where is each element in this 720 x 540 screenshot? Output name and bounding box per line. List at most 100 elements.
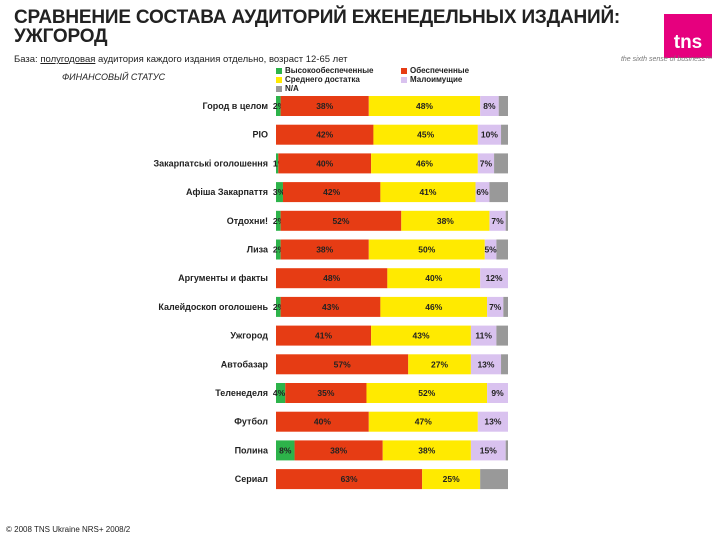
bar-segment-na bbox=[496, 239, 508, 260]
bar-segment-na bbox=[503, 296, 508, 317]
data-label: 2% bbox=[273, 245, 286, 255]
legend-item-high: Высокообеспеченные bbox=[276, 66, 373, 75]
category-label: Ужгород bbox=[230, 331, 268, 341]
category-label: Сериал bbox=[235, 474, 269, 484]
data-label: 43% bbox=[412, 331, 429, 341]
bar-segment-low bbox=[489, 210, 506, 231]
bar-segment-middle bbox=[401, 210, 490, 231]
bar-segment-secured bbox=[278, 153, 372, 174]
legend-label-na: N/A bbox=[285, 84, 299, 93]
data-label: 50% bbox=[418, 245, 435, 255]
category-label: Город в целом bbox=[203, 101, 269, 111]
data-label: 7% bbox=[489, 302, 502, 312]
bar-segment-middle bbox=[368, 411, 478, 432]
bar-segment-middle bbox=[368, 96, 481, 116]
bar-segment-high bbox=[276, 239, 281, 260]
bar-segment-secured bbox=[276, 124, 374, 145]
category-label: Лиза bbox=[247, 245, 269, 255]
data-label: 38% bbox=[437, 216, 454, 226]
data-label: 8% bbox=[483, 101, 496, 111]
data-label: 8% bbox=[279, 445, 292, 455]
data-label: 46% bbox=[416, 158, 433, 168]
data-label: 12% bbox=[486, 273, 503, 283]
legend-item-secured: Обеспеченные bbox=[401, 66, 469, 75]
bar-segment-na bbox=[505, 210, 508, 231]
category-label: Закарпатські оголошення bbox=[153, 158, 268, 168]
data-label: 42% bbox=[323, 187, 340, 197]
legend-swatch-high bbox=[276, 67, 282, 74]
base-note: База: полугодовая аудитория каждого изда… bbox=[14, 54, 348, 65]
bar-segment-low bbox=[477, 124, 502, 145]
bar-segment-high bbox=[276, 182, 283, 203]
legend-item-middle: Среднего достатка bbox=[276, 75, 360, 84]
data-label: 25% bbox=[443, 474, 460, 484]
bar-segment-middle bbox=[371, 325, 471, 346]
bar-segment-secured bbox=[276, 411, 369, 432]
bar-segment-middle bbox=[387, 268, 481, 289]
data-label: 15% bbox=[480, 445, 497, 455]
data-label: 46% bbox=[425, 302, 442, 312]
data-label: 2% bbox=[273, 101, 286, 111]
data-label: 7% bbox=[480, 158, 493, 168]
category-label: Афіша Закарпаття bbox=[186, 187, 268, 197]
data-label: 6% bbox=[476, 187, 489, 197]
data-label: 43% bbox=[322, 302, 339, 312]
legend-swatch-secured bbox=[401, 67, 407, 74]
data-label: 13% bbox=[484, 417, 501, 427]
bar-segment-high bbox=[276, 153, 279, 174]
bar-segment-na bbox=[496, 325, 508, 346]
category-label: Калейдоскоп оголошень bbox=[158, 302, 268, 312]
bar-segment-high bbox=[276, 296, 281, 317]
base-prefix: База: bbox=[14, 54, 38, 65]
data-label: 3% bbox=[273, 187, 286, 197]
legend-label-secured: Обеспеченные bbox=[410, 66, 470, 75]
bar-segment-low bbox=[480, 96, 499, 116]
category-label: Аргументы и факты bbox=[178, 273, 268, 283]
data-label: 45% bbox=[417, 130, 434, 140]
bar-segment-low bbox=[487, 383, 508, 403]
bar-segment-high bbox=[276, 96, 281, 116]
bar-segment-low bbox=[470, 325, 497, 346]
bar-segment-na bbox=[498, 96, 508, 116]
legend-item-na: N/A bbox=[276, 84, 299, 93]
data-label: 38% bbox=[316, 245, 333, 255]
tagline: the sixth sense of business™ bbox=[620, 56, 712, 63]
legend-swatch-na bbox=[276, 85, 282, 92]
legend-swatch-low bbox=[401, 76, 407, 83]
data-label: 5% bbox=[484, 245, 497, 255]
data-label: 38% bbox=[316, 101, 333, 111]
bar-segment-low bbox=[480, 268, 508, 289]
bar-segment-na bbox=[494, 153, 508, 174]
data-label: 40% bbox=[316, 158, 333, 168]
bar-segment-low bbox=[470, 354, 502, 375]
category-label: Полина bbox=[235, 445, 269, 455]
base-rest: аудитория каждого издания отдельно, возр… bbox=[98, 54, 348, 65]
bar-segment-low bbox=[477, 411, 508, 432]
data-label: 48% bbox=[416, 101, 433, 111]
bar-segment-secured bbox=[280, 296, 381, 317]
bar-segment-secured bbox=[276, 268, 388, 289]
bar-segment-secured bbox=[276, 469, 423, 490]
legend-label-high: Высокообеспеченные bbox=[285, 66, 374, 75]
data-label: 47% bbox=[415, 417, 432, 427]
data-label: 35% bbox=[317, 388, 334, 398]
bar-segment-secured bbox=[294, 440, 383, 461]
bar-segment-middle bbox=[368, 239, 485, 260]
bar-segment-high bbox=[276, 210, 281, 231]
bar-segment-secured bbox=[285, 383, 367, 403]
data-label: 63% bbox=[341, 474, 358, 484]
category-label: Автобазар bbox=[221, 359, 269, 369]
data-label: 13% bbox=[477, 359, 494, 369]
bar-segment-high bbox=[276, 383, 286, 403]
bar-segment-low bbox=[475, 182, 490, 203]
bar-segment-high bbox=[276, 440, 295, 461]
bar-segment-secured bbox=[282, 182, 381, 203]
category-label: Футбол bbox=[234, 417, 268, 427]
data-label: 9% bbox=[491, 388, 504, 398]
data-label: 4% bbox=[273, 388, 286, 398]
bar-segment-middle bbox=[408, 354, 471, 375]
legend-swatch-middle bbox=[276, 76, 282, 83]
bar-segment-low bbox=[470, 440, 506, 461]
bar-segment-middle bbox=[371, 153, 478, 174]
data-label: 10% bbox=[481, 130, 498, 140]
